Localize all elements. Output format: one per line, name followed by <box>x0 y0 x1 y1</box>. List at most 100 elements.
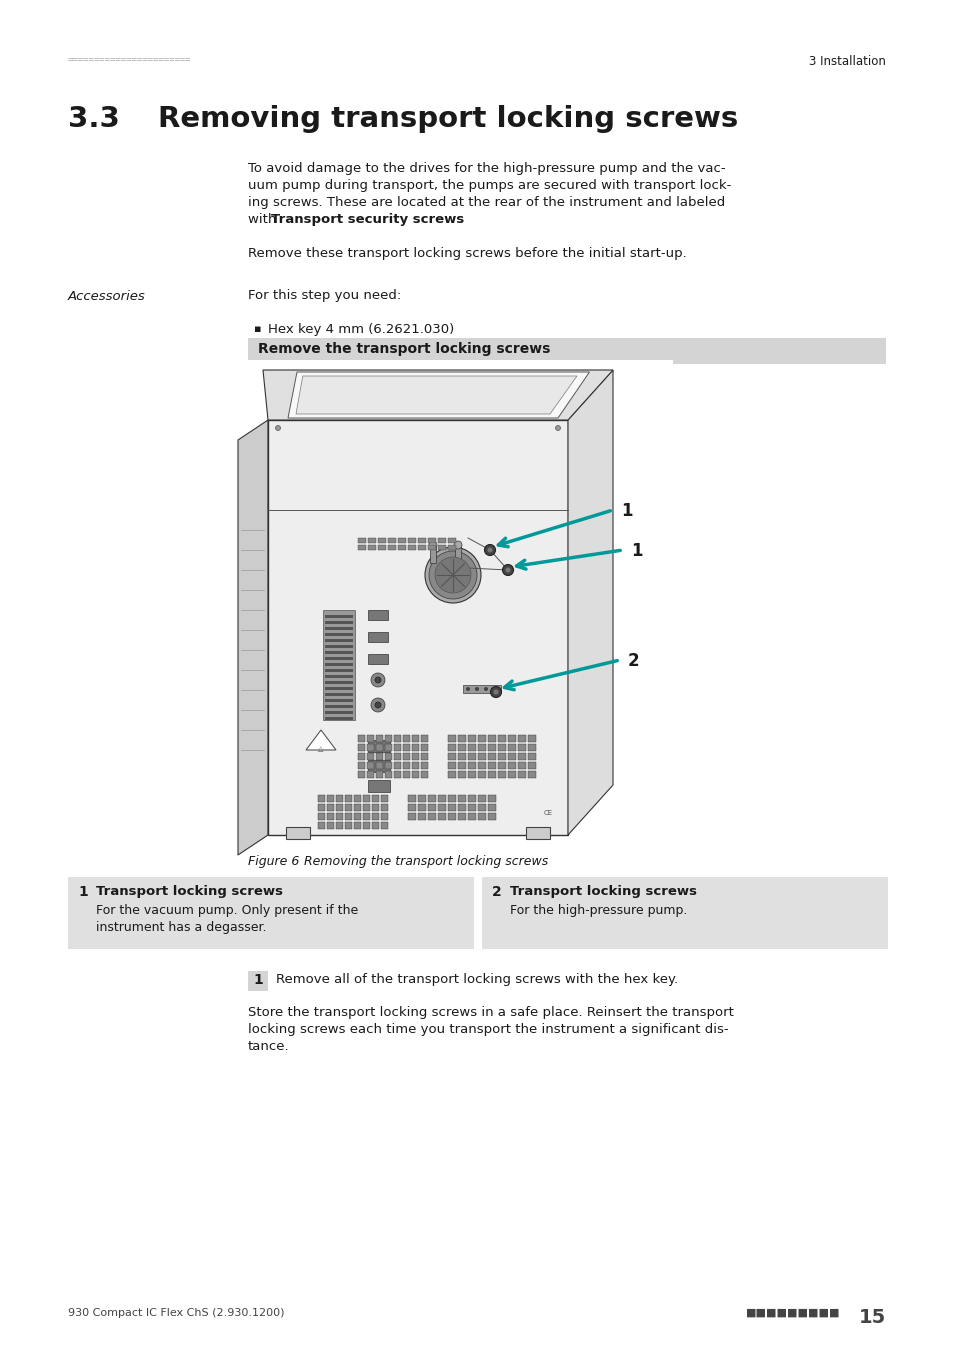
Text: Hex key 4 mm (6.2621.030): Hex key 4 mm (6.2621.030) <box>268 324 454 336</box>
Text: Remove these transport locking screws before the initial start-up.: Remove these transport locking screws be… <box>248 247 686 261</box>
Bar <box>368 632 388 643</box>
Bar <box>455 545 460 563</box>
Bar <box>372 795 378 802</box>
Bar <box>325 633 353 636</box>
Bar <box>507 761 516 770</box>
Text: locking screws each time you transport the instrument a significant dis-: locking screws each time you transport t… <box>248 1023 728 1035</box>
Bar <box>417 805 426 811</box>
Bar <box>402 744 410 751</box>
Text: CE: CE <box>543 810 553 815</box>
Bar <box>325 645 353 648</box>
Bar <box>488 771 496 778</box>
Text: 1: 1 <box>253 973 263 987</box>
Bar <box>345 813 352 819</box>
Text: .: . <box>415 213 418 225</box>
Text: Transport security screws: Transport security screws <box>271 213 464 225</box>
Bar <box>430 545 436 563</box>
Circle shape <box>483 687 488 691</box>
Bar <box>380 822 388 829</box>
Bar <box>317 805 325 811</box>
Bar <box>325 705 353 707</box>
Bar <box>375 761 382 770</box>
Bar <box>368 780 390 792</box>
Text: Transport locking screws: Transport locking screws <box>510 886 697 898</box>
Bar <box>527 744 536 751</box>
Bar <box>325 626 353 630</box>
Bar <box>354 795 360 802</box>
Text: 1: 1 <box>78 886 88 899</box>
Circle shape <box>555 425 560 431</box>
Text: Removing the transport locking screws: Removing the transport locking screws <box>304 855 548 868</box>
Bar <box>517 744 525 751</box>
Bar <box>367 761 374 770</box>
Bar <box>368 760 390 772</box>
Bar <box>448 761 456 770</box>
Circle shape <box>375 676 380 683</box>
Bar <box>368 653 388 664</box>
Bar <box>268 420 567 836</box>
Bar <box>468 753 476 760</box>
Bar <box>420 744 428 751</box>
Bar <box>248 360 672 855</box>
Polygon shape <box>237 420 268 855</box>
Text: ▪: ▪ <box>253 324 261 333</box>
Bar <box>497 771 505 778</box>
Bar <box>457 813 465 819</box>
Bar <box>402 761 410 770</box>
Bar <box>325 675 353 678</box>
Bar <box>527 734 536 743</box>
Bar <box>357 744 365 751</box>
Bar <box>327 805 334 811</box>
Polygon shape <box>567 370 613 836</box>
Bar <box>448 795 456 802</box>
Polygon shape <box>288 373 589 418</box>
Text: 930 Compact IC Flex ChS (2.930.1200): 930 Compact IC Flex ChS (2.930.1200) <box>68 1308 284 1318</box>
Bar <box>325 699 353 702</box>
Bar <box>477 795 485 802</box>
Text: 2: 2 <box>492 886 501 899</box>
Bar <box>323 610 355 720</box>
Bar <box>412 753 418 760</box>
Bar <box>488 744 496 751</box>
Bar <box>345 822 352 829</box>
Text: 1: 1 <box>620 502 632 520</box>
Circle shape <box>490 687 501 698</box>
Bar <box>477 744 485 751</box>
Text: 2: 2 <box>627 652 639 670</box>
Bar <box>354 822 360 829</box>
Text: tance.: tance. <box>248 1040 290 1053</box>
Bar <box>375 753 382 760</box>
Bar <box>363 805 370 811</box>
Bar <box>417 795 426 802</box>
Bar <box>357 539 366 543</box>
Text: For the vacuum pump. Only present if the: For the vacuum pump. Only present if the <box>96 904 358 917</box>
Bar <box>468 805 476 811</box>
Bar <box>457 753 465 760</box>
Bar <box>402 734 410 743</box>
Circle shape <box>424 547 480 603</box>
Bar <box>354 813 360 819</box>
Text: Transport locking screws: Transport locking screws <box>96 886 283 898</box>
Bar <box>437 545 446 549</box>
Bar <box>375 744 382 751</box>
Circle shape <box>371 674 385 687</box>
Bar <box>325 621 353 624</box>
Circle shape <box>375 702 380 707</box>
Bar <box>437 805 446 811</box>
Bar <box>437 813 446 819</box>
Bar <box>457 805 465 811</box>
Text: △: △ <box>318 747 323 752</box>
Bar <box>448 545 456 549</box>
Bar <box>345 795 352 802</box>
Bar <box>380 805 388 811</box>
Bar <box>357 753 365 760</box>
Bar <box>345 805 352 811</box>
Text: 3.3: 3.3 <box>68 105 120 134</box>
Bar <box>507 744 516 751</box>
Text: 3 Installation: 3 Installation <box>808 55 885 68</box>
Bar <box>394 771 400 778</box>
Text: =======================: ======================= <box>68 55 192 63</box>
Bar <box>363 813 370 819</box>
Bar <box>488 805 496 811</box>
Bar <box>317 795 325 802</box>
